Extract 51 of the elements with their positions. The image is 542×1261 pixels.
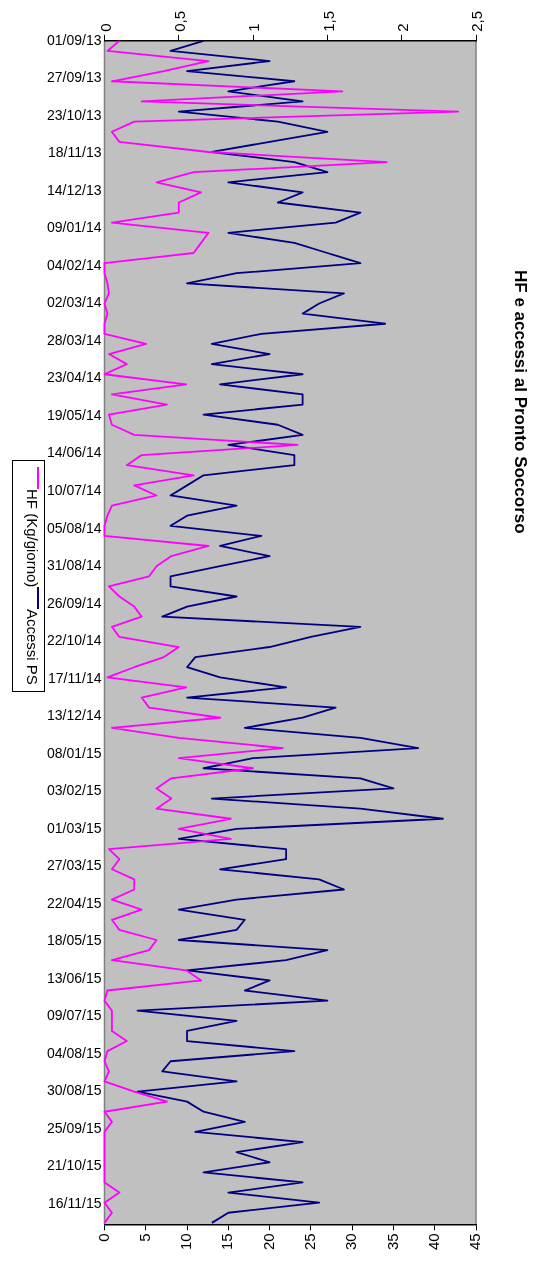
y-tick-label: 02/03/14 — [47, 294, 102, 311]
y-tick-label: 17/11/14 — [48, 669, 102, 686]
y-tick-label: 22/10/14 — [47, 632, 102, 649]
y-tick-label: 27/09/13 — [47, 69, 102, 86]
x2-tick-label: 0 — [96, 23, 114, 32]
y-tick-label: 13/12/14 — [47, 707, 102, 724]
y-tick-label: 21/10/15 — [47, 1157, 102, 1174]
legend-label: Accessi PS — [24, 609, 41, 686]
x-tick-label: 35 — [383, 1233, 401, 1250]
y-tick-label: 18/05/15 — [47, 932, 102, 949]
x-tick-label: 20 — [259, 1233, 277, 1250]
x-tick-label: 10 — [177, 1233, 195, 1250]
y-tick-label: 19/05/14 — [47, 406, 102, 423]
y-tick-label: 09/01/14 — [47, 219, 102, 236]
y-tick-label: 01/03/15 — [47, 819, 102, 836]
x-tick-label: 40 — [424, 1233, 442, 1250]
y-tick-label: 23/04/14 — [47, 369, 102, 386]
x-tick-label: 0 — [94, 1233, 112, 1242]
x2-tick-label: 1,5 — [319, 10, 337, 32]
x-tick-label: 25 — [301, 1233, 319, 1250]
y-tick-label: 14/12/13 — [47, 181, 102, 198]
y-tick-label: 14/06/14 — [47, 444, 102, 461]
y-tick-label: 25/09/15 — [47, 1119, 102, 1136]
x-tick-label: 30 — [342, 1233, 360, 1250]
text: HF e accessi al Pronto Soccorso — [510, 270, 530, 534]
x2-tick-label: 1 — [245, 23, 263, 32]
y-tick-label: 26/09/14 — [47, 594, 102, 611]
y-tick-label: 23/10/13 — [47, 106, 102, 123]
x-tick-label: 45 — [466, 1233, 484, 1250]
x2-tick-label: 0,5 — [170, 10, 188, 32]
y-tick-label: 10/07/14 — [47, 482, 102, 498]
y-tick-label: 08/01/15 — [47, 744, 102, 761]
y-tick-label: 18/11/13 — [48, 144, 102, 161]
x-tick-label: 5 — [135, 1233, 153, 1242]
y-tick-label: 13/06/15 — [47, 969, 102, 986]
x2-tick-label: 2,5 — [468, 10, 486, 32]
x2-tick-label: 2 — [393, 23, 411, 32]
y-tick-label: 01/09/13 — [47, 31, 102, 48]
y-tick-label: 05/08/14 — [47, 519, 102, 536]
y-tick-label: 04/02/14 — [47, 256, 102, 273]
y-tick-label: 27/03/15 — [47, 857, 102, 874]
y-tick-label: 04/08/15 — [47, 1044, 102, 1061]
y-tick-label: 31/08/14 — [47, 557, 102, 574]
legend-label: HF (Kg/giorno) — [24, 489, 41, 588]
y-tick-label: 09/07/15 — [47, 1007, 102, 1024]
y-tick-label: 22/04/15 — [47, 894, 102, 911]
x-tick-label: 15 — [218, 1233, 236, 1250]
y-tick-label: 03/02/15 — [47, 782, 102, 799]
y-tick-label: 30/08/15 — [47, 1082, 102, 1099]
y-tick-label: 16/11/15 — [48, 1194, 102, 1211]
y-tick-label: 28/03/14 — [47, 331, 102, 348]
